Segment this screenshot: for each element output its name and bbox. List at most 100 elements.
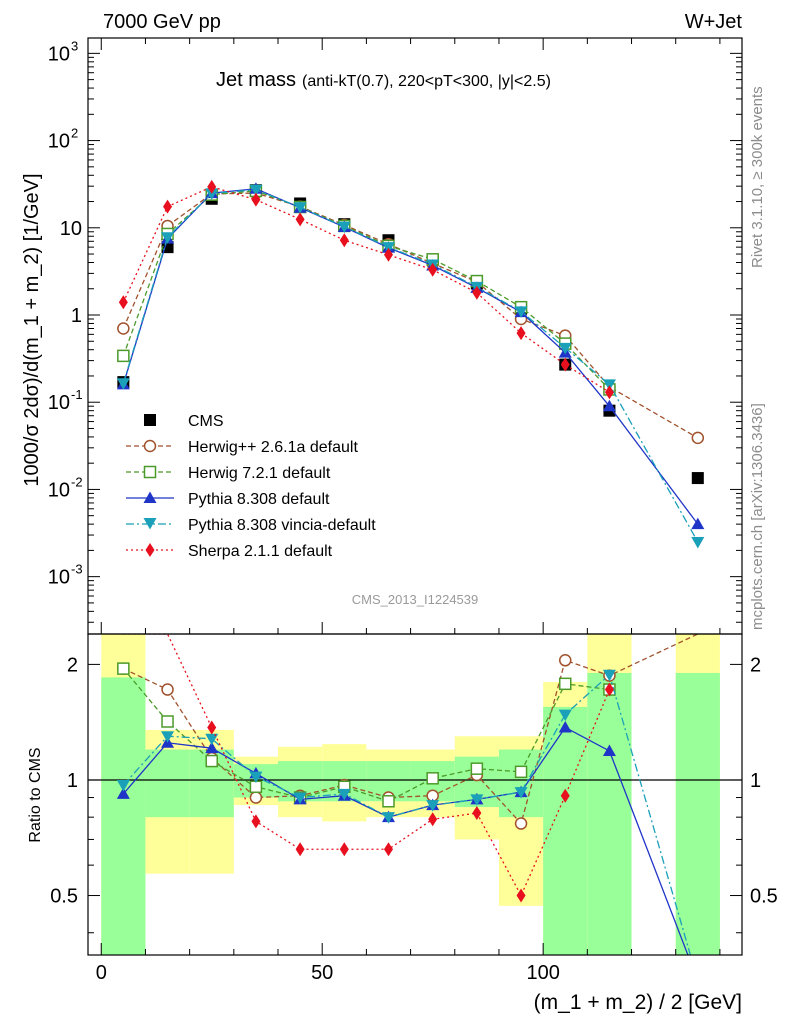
x-tick-label-0: 0: [96, 962, 107, 984]
legend-label-sherpa: Sherpa 2.1.1 default: [188, 543, 333, 560]
ratio-series-sherpa-2-1-1-default: [123, 634, 614, 903]
legend-label-vincia: Pythia 8.308 vincia-default: [188, 517, 376, 534]
ratio-point-pythia-8-308-vincia-default-3: [249, 771, 263, 784]
point-pythia-8-308-vincia-default-9: [514, 306, 528, 318]
ratio-tick-label-right-2: 2: [750, 654, 761, 676]
rivet-version-label: Rivet 3.1.10, ≥ 300k events: [749, 86, 766, 268]
legend-label-herwigpp: Herwig++ 2.6.1a default: [188, 439, 358, 456]
legend-marker-sherpa: [145, 543, 155, 557]
y-tick-label-main-0: 10: [48, 567, 70, 589]
ratio-band-inner-11: [587, 672, 632, 955]
y-tick-exponent-main-6: 3: [71, 38, 78, 53]
ratio-tick-label-right-1: 1: [750, 770, 761, 792]
ratio-tick-label-left-0: 0.5: [50, 886, 78, 908]
legend-label-herwig7: Herwig 7.2.1 default: [188, 465, 331, 482]
ratio-point-pythia-8-308-vincia-default-1: [161, 731, 175, 743]
ratio-tick-label-left-1: 1: [67, 770, 78, 792]
ratio-point-herwig-7-2-1-default-2: [205, 754, 218, 768]
legend-entry-sherpa: Sherpa 2.1.1 default: [126, 543, 333, 560]
point-pythia-8-308-vincia-default-1: [161, 232, 175, 244]
ratio-line-herwig-7-2-1-default: [122, 668, 610, 802]
x-axis-label: (m_1 + m_2) / 2 [GeV]: [534, 991, 742, 1014]
legend-entry-cms: CMS: [144, 413, 224, 430]
analysis-id-label: CMS_2013_I1224539: [352, 592, 479, 607]
point-pythia-8-308-vincia-default-3: [249, 184, 263, 197]
ratio-point-pythia-8-308-vincia-default-2: [205, 733, 219, 746]
legend-entry-herwigpp: Herwig++ 2.6.1a default: [126, 439, 358, 456]
y-tick-exponent-main-1: -2: [71, 474, 83, 489]
y-axis-label-ratio: Ratio to CMS: [27, 747, 44, 842]
legend-label-pythia: Pythia 8.308 default: [188, 491, 330, 508]
y-tick-label-main-4: 10: [60, 218, 82, 240]
point-pythia-8-308-vincia-default-12: [691, 536, 705, 549]
ratio-band-inner-0: [101, 677, 146, 955]
ratio-tick-label-right-0: 0.5: [750, 886, 778, 908]
y-tick-label-main-3: 1: [71, 305, 82, 327]
ratio-series-pythia-8-308-vincia-default: [116, 669, 692, 955]
ratio-point-sherpa-2-1-1-default-2: [207, 720, 217, 735]
legend: CMS Herwig++ 2.6.1a default Herwig 7.2.1…: [126, 413, 376, 560]
y-tick-label-main-1: 10: [48, 479, 70, 501]
y-tick-exponent-main-5: 2: [71, 126, 78, 141]
ratio-point-pythia-8-308-vincia-default-8: [470, 794, 484, 806]
ratio-point-pythia-8-308-vincia-default-0: [116, 780, 130, 792]
point-herwig-2-6-1a-default-0: [117, 322, 130, 335]
point-pythia-8-308-vincia-default-10: [558, 342, 572, 355]
ratio-point-herwig-7-2-1-default-8: [470, 762, 484, 775]
ratio-point-pythia-8-308-vincia-default-9: [514, 787, 528, 799]
legend-marker-herwig7: [143, 465, 157, 479]
title-main: Jet mass: [216, 69, 296, 91]
ratio-point-sherpa-2-1-1-default-11: [604, 682, 614, 697]
point-pythia-8-308-default-11: [602, 399, 616, 412]
ratio-line-sherpa-2-1-1-default: [123, 634, 611, 898]
point-pythia-8-308-default-12: [691, 517, 705, 530]
ratio-point-sherpa-2-1-1-default-6: [383, 842, 393, 857]
point-herwig-2-6-1a-default-12: [691, 431, 705, 445]
ratio-point-herwig-7-2-1-default-9: [514, 765, 528, 779]
series-line-sherpa-2-1-1-default: [122, 186, 610, 393]
ratio-band-inner-13: [675, 672, 720, 955]
legend-marker-pythia: [143, 491, 157, 503]
point-sherpa-2-1-1-default-2: [207, 179, 217, 194]
ratio-point-sherpa-2-1-1-default-7: [428, 812, 438, 827]
point-sherpa-2-1-1-default-10: [560, 357, 570, 372]
legend-marker-herwigpp: [143, 439, 157, 453]
ratio-point-pythia-8-308-default-0: [116, 787, 130, 799]
y-tick-exponent-main-2: -1: [71, 387, 83, 402]
y-tick-label-main-5: 10: [48, 131, 70, 153]
point-pythia-8-308-vincia-default-11: [602, 379, 616, 391]
ratio-point-herwig-7-2-1-default-0: [117, 662, 130, 675]
main-panel: [116, 179, 705, 549]
plot-title: Jet mass (anti-kT(0.7), 220<pT<300, |y|<2…: [216, 69, 551, 91]
legend-entry-herwig7: Herwig 7.2.1 default: [126, 465, 331, 482]
ratio-point-pythia-8-308-vincia-default-7: [426, 800, 440, 812]
point-sherpa-2-1-1-default-5: [339, 233, 349, 248]
point-sherpa-2-1-1-default-0: [118, 295, 128, 310]
ratio-point-herwig-7-2-1-default-6: [382, 795, 395, 808]
legend-marker-cms: [144, 414, 156, 426]
ratio-point-herwig-2-6-1a-default-1: [161, 683, 174, 696]
ratio-point-sherpa-2-1-1-default-3: [251, 814, 261, 829]
point-pythia-8-308-vincia-default-5: [337, 221, 351, 234]
ratio-point-pythia-8-308-vincia-default-6: [381, 812, 395, 824]
ratio-point-herwig-7-2-1-default-1: [161, 715, 174, 728]
point-sherpa-2-1-1-default-1: [163, 199, 173, 214]
ratio-point-sherpa-2-1-1-default-5: [339, 842, 349, 857]
ratio-point-pythia-8-308-vincia-default-5: [337, 788, 351, 801]
x-tick-label-2: 100: [526, 962, 559, 984]
point-sherpa-2-1-1-default-3: [251, 192, 261, 207]
legend-entry-pythia: Pythia 8.308 default: [126, 491, 330, 508]
ratio-point-pythia-8-308-default-2: [205, 741, 219, 754]
series-sherpa-2-1-1-default: [118, 179, 614, 400]
ratio-point-herwig-2-6-1a-default-9: [514, 817, 528, 830]
legend-marker-vincia: [143, 518, 157, 530]
point-sherpa-2-1-1-default-6: [383, 247, 393, 262]
point-sherpa-2-1-1-default-8: [472, 285, 482, 300]
ratio-tick-label-left-2: 2: [67, 654, 78, 676]
point-pythia-8-308-vincia-default-2: [205, 188, 219, 200]
energy-label: 7000 GeV pp: [103, 11, 221, 33]
ratio-panel: [88, 634, 742, 955]
mcplots-source-label: mcplots.cern.ch [arXiv:1306.3436]: [749, 403, 766, 630]
